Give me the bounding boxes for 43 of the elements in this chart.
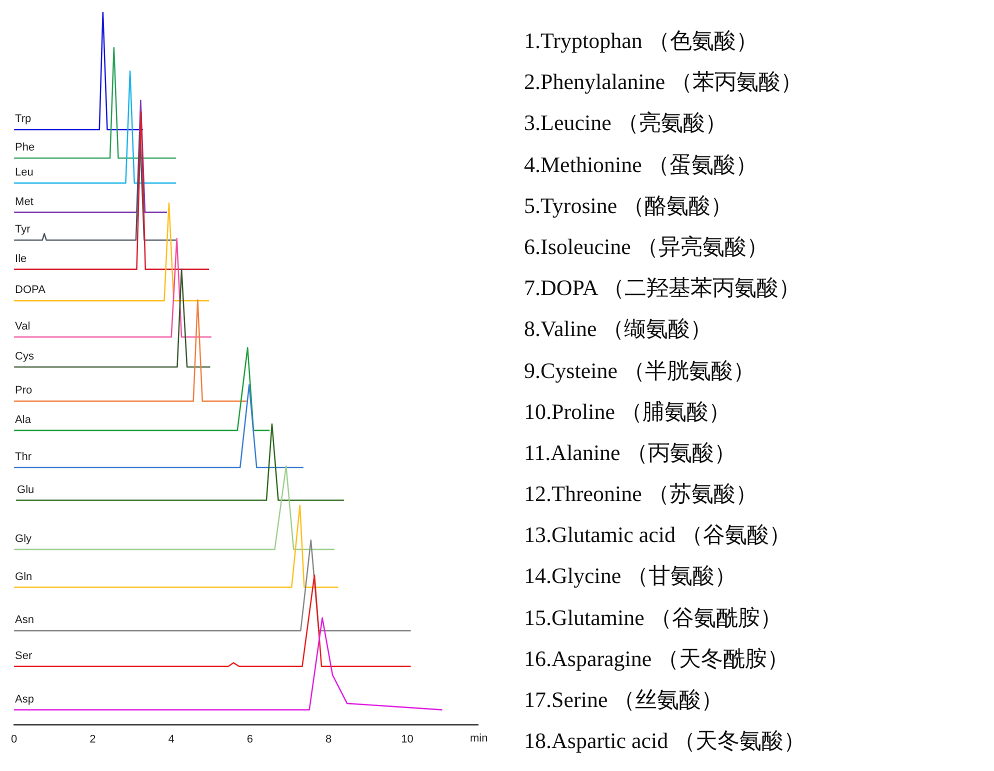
text: 18.Aspartic acid （天冬氨酸） (524, 727, 806, 756)
series-label: Val (15, 320, 30, 333)
text: 1.Tryptophan （色氨酸） (524, 27, 759, 55)
x-tick-label: 0 (10, 733, 18, 746)
series-label: Ser (15, 650, 33, 662)
x-axis-title: min (470, 732, 488, 744)
series-label: Gly (15, 532, 32, 545)
text: 15.Glutamine （谷氨酰胺） (524, 604, 783, 632)
text: 14.Glycine （甘氨酸） (524, 562, 738, 590)
text: 2.Phenylalanine （苯丙氨酸） (524, 68, 804, 96)
series-label: Leu (15, 166, 34, 179)
text: 8.Valine （缬氨酸） (524, 315, 714, 344)
x-tick-label: 4 (168, 733, 174, 746)
x-tick-label: 2 (90, 733, 96, 746)
text: 12.Threonine （苏氨酸） (524, 480, 758, 508)
series-label: Ile (15, 252, 27, 265)
series-label: Glu (17, 484, 34, 496)
series-label: Asp (15, 693, 34, 706)
series-label: Gln (15, 570, 32, 583)
text: 4.Methionine （蛋氨酸） (524, 150, 758, 179)
series-label: Ala (15, 414, 32, 426)
text: 9.Cysteine （半胱氨酸） (524, 356, 756, 385)
series-label: Met (15, 196, 34, 208)
x-tick-label: 8 (326, 733, 332, 746)
series-label: Tyr (15, 224, 31, 236)
text: 5.Tyrosine （酪氨酸） (524, 192, 734, 220)
text: 11.Alanine （丙氨酸） (524, 438, 737, 467)
text: 10.Proline （脯氨酸） (524, 398, 732, 426)
text: 7.DOPA （二羟基苯丙氨酸） (524, 274, 802, 302)
text: 13.Glutamic acid （谷氨酸） (524, 521, 792, 550)
series-label: Asn (15, 614, 34, 626)
series-label: Cys (15, 350, 35, 363)
series-label: Pro (15, 384, 32, 397)
series-label: Thr (15, 451, 32, 464)
x-tick-label: 10 (401, 733, 414, 746)
text: 17.Serine （丝氨酸） (524, 686, 724, 714)
series-label: Trp (15, 113, 32, 126)
series-label: Phe (15, 142, 35, 154)
text: 3.Leucine （亮氨酸） (524, 109, 728, 138)
text: 16.Asparagine （天冬酰胺） (524, 644, 790, 673)
text: 6.Isoleucine （异亮氨酸） (524, 232, 770, 261)
x-tick-label: 6 (246, 733, 254, 746)
series-label: DOPA (15, 284, 46, 296)
